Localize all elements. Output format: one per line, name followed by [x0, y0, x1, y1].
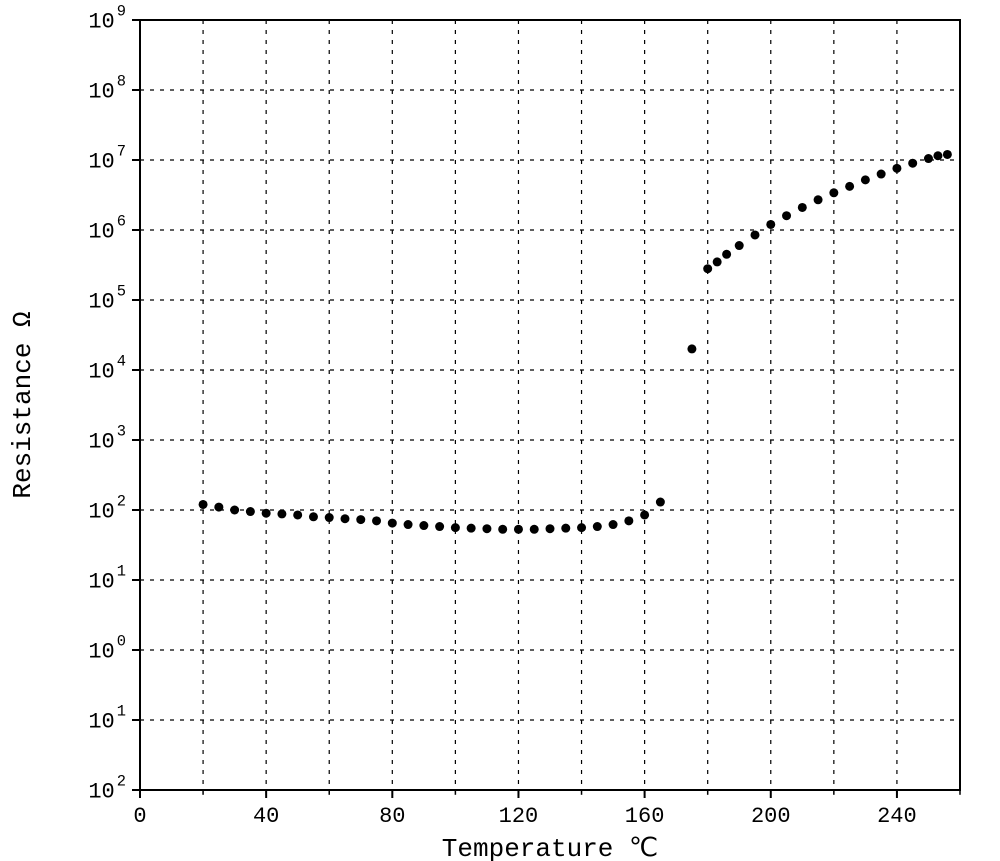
x-tick-label: 0	[133, 804, 146, 829]
data-point	[829, 188, 838, 197]
y-tick-label: 103	[88, 423, 126, 455]
x-tick-label: 80	[379, 804, 405, 829]
data-point	[199, 500, 208, 509]
y-tick-label: 105	[88, 283, 126, 315]
y-tick-label: 102	[88, 493, 126, 525]
x-tick-label: 40	[253, 804, 279, 829]
data-point	[877, 170, 886, 179]
x-tick-label: 120	[499, 804, 539, 829]
data-point	[546, 524, 555, 533]
y-tick-label: 101	[88, 703, 126, 735]
data-point	[388, 519, 397, 528]
data-point	[577, 523, 586, 532]
y-tick-label: 108	[88, 73, 126, 105]
data-point	[593, 522, 602, 531]
data-point	[943, 150, 952, 159]
data-point	[214, 503, 223, 512]
data-point	[766, 220, 775, 229]
x-tick-label: 200	[751, 804, 791, 829]
x-tick-label: 160	[625, 804, 665, 829]
resistance-vs-temperature-chart: 04080120160200240 1091081071061051041031…	[0, 0, 1000, 861]
data-point	[845, 182, 854, 191]
data-point	[782, 211, 791, 220]
y-axis-title: Resistance Ω	[8, 311, 38, 498]
data-point	[713, 257, 722, 266]
y-tick-label: 106	[88, 213, 126, 245]
data-point	[356, 515, 365, 524]
data-point	[309, 512, 318, 521]
x-axis-title: Temperature ℃	[442, 834, 658, 861]
data-point	[751, 230, 760, 239]
data-point	[814, 195, 823, 204]
data-point	[341, 514, 350, 523]
y-tick-label: 107	[88, 143, 126, 175]
data-point	[656, 498, 665, 507]
data-point	[467, 524, 476, 533]
data-point	[262, 509, 271, 518]
data-point	[703, 264, 712, 273]
data-point	[798, 203, 807, 212]
data-point	[735, 241, 744, 250]
data-point	[687, 344, 696, 353]
y-tick-label: 102	[88, 773, 126, 805]
data-point	[908, 159, 917, 168]
data-point	[482, 524, 491, 533]
data-point	[230, 506, 239, 515]
x-tick-labels: 0 40 80 120 160 200 240	[133, 804, 916, 829]
y-tick-label: 104	[88, 353, 126, 385]
data-point	[561, 524, 570, 533]
data-point	[892, 164, 901, 173]
data-point	[451, 523, 460, 532]
data-point	[435, 522, 444, 531]
data-point	[924, 154, 933, 163]
y-tick-labels: 109 108 107 106 105 104 103 102 101 100 101 102	[88, 3, 126, 805]
data-point	[372, 516, 381, 525]
data-point	[624, 516, 633, 525]
data-point	[293, 510, 302, 519]
data-point	[640, 510, 649, 519]
data-point	[498, 525, 507, 534]
data-point	[530, 525, 539, 534]
data-point	[246, 507, 255, 516]
data-point	[419, 521, 428, 530]
data-point	[933, 151, 942, 160]
y-tick-label: 101	[88, 563, 126, 595]
x-tick-label: 240	[877, 804, 917, 829]
y-tick-label: 100	[88, 633, 126, 665]
data-point	[514, 525, 523, 534]
y-tick-label: 109	[88, 3, 126, 35]
data-point	[404, 520, 413, 529]
plot-background	[140, 20, 960, 790]
data-point	[722, 250, 731, 259]
data-point	[325, 513, 334, 522]
data-point	[609, 520, 618, 529]
data-point	[277, 509, 286, 518]
data-point	[861, 175, 870, 184]
